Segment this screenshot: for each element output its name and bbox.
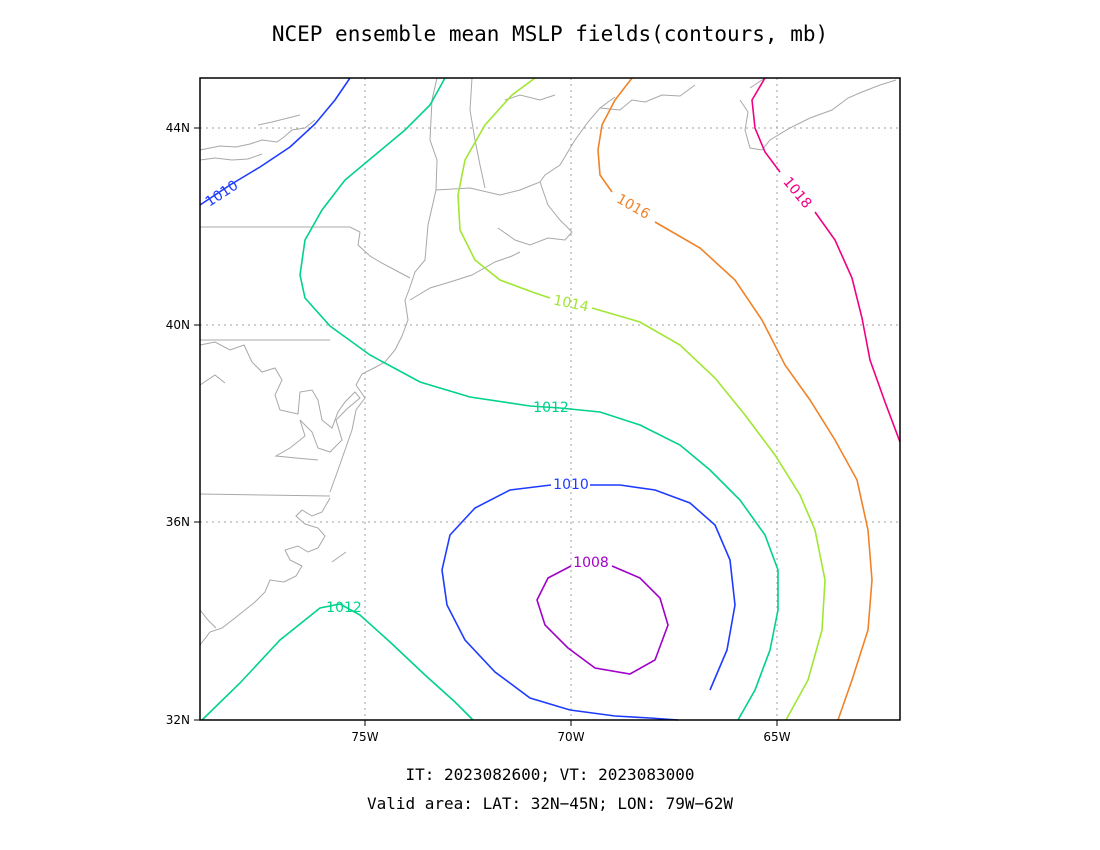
lon-tick-label: 70W — [557, 730, 584, 744]
contour-1012-southwest — [201, 603, 474, 721]
contour-1014 — [457, 77, 826, 721]
contour-1008-low — [536, 565, 669, 675]
label-1012-southwest: 1012 — [326, 600, 362, 616]
label-1010-northwest: 1010 — [203, 178, 242, 211]
coastlines — [199, 77, 897, 646]
lat-tick-label: 36N — [166, 515, 190, 529]
contour-1016 — [597, 77, 873, 721]
label-1010-low: 1010 — [553, 477, 589, 493]
lon-tick-label: 65W — [763, 730, 790, 744]
contour-1012-north — [299, 77, 779, 721]
lat-tick-label: 40N — [166, 318, 190, 332]
label-1012-north: 1012 — [533, 400, 569, 416]
mslp-contours — [199, 77, 901, 721]
lon-tick-label: 75W — [351, 730, 378, 744]
contour-1010-northwest — [199, 77, 351, 206]
contour-labels: 1010 1012 1012 1010 1008 1014 1016 1018 — [203, 174, 815, 616]
contour-1018 — [751, 77, 901, 443]
valid-area: Valid area: LAT: 32N−45N; LON: 79W−62W — [367, 794, 733, 813]
map-title: NCEP ensemble mean MSLP fields(contours,… — [272, 22, 828, 46]
label-1008-low: 1008 — [573, 555, 609, 571]
lat-tick-label: 32N — [166, 713, 190, 727]
map-frame — [199, 77, 901, 721]
lat-tick-label: 44N — [166, 121, 190, 135]
tick-marks — [194, 127, 778, 726]
init-valid-time: IT: 2023082600; VT: 2023083000 — [406, 765, 695, 784]
label-1018: 1018 — [779, 174, 814, 212]
label-1014: 1014 — [552, 292, 590, 315]
grid-lines — [200, 78, 900, 720]
label-1016: 1016 — [614, 191, 653, 223]
contour-1010-low — [441, 484, 736, 721]
